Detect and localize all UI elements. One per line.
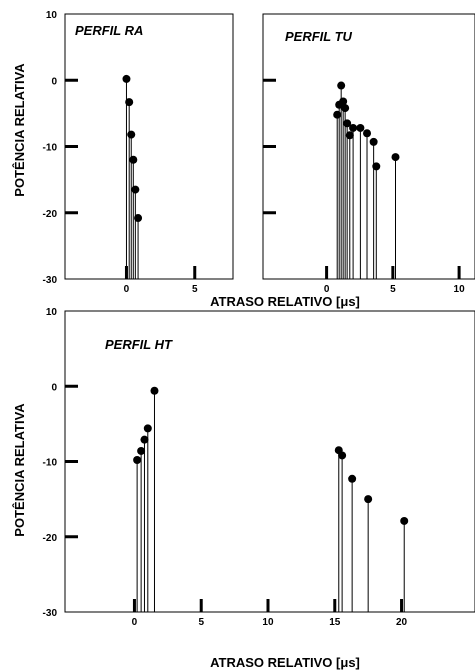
stem-point xyxy=(372,162,381,171)
stem-point xyxy=(391,153,400,162)
stem-point xyxy=(337,81,346,90)
stem-point xyxy=(137,446,146,455)
y-tick-mark xyxy=(65,535,78,539)
y-tick-mark xyxy=(65,78,78,82)
stem-point xyxy=(122,74,131,83)
stem-point xyxy=(134,214,143,223)
y-tick-label: -10 xyxy=(43,458,58,469)
x-tick-mark xyxy=(400,599,404,612)
stem-point xyxy=(400,516,409,525)
x-tick-mark xyxy=(132,599,136,612)
x-tick-label: 5 xyxy=(192,284,198,295)
stem-point xyxy=(343,119,352,128)
y-tick-label: -10 xyxy=(43,143,58,154)
y-tick-mark xyxy=(263,145,276,148)
stem-point xyxy=(349,123,358,132)
stem-point xyxy=(129,155,138,164)
stem-point xyxy=(140,435,149,444)
y-tick-mark xyxy=(65,145,78,148)
x-tick-label: 0 xyxy=(132,617,138,628)
y-tick-label: 10 xyxy=(46,307,58,318)
stem-point xyxy=(364,495,373,504)
x-tick-mark xyxy=(333,599,337,612)
y-tick-label: -20 xyxy=(43,209,58,220)
x-axis-title-bottom: ATRASO RELATIVO [μs] xyxy=(210,655,360,670)
y-tick-mark xyxy=(263,78,276,82)
stem-point xyxy=(333,110,342,119)
stem-point xyxy=(127,130,136,139)
y-tick-mark xyxy=(65,384,78,388)
x-axis-title-top: ATRASO RELATIVO [μs] xyxy=(210,294,360,309)
y-tick-mark xyxy=(65,211,78,215)
panel-ra-frame xyxy=(64,13,234,280)
stem-point xyxy=(150,386,159,395)
panel-tu-frame xyxy=(262,13,475,280)
y-tick-label: -30 xyxy=(43,275,58,286)
x-tick-label: 0 xyxy=(124,284,130,295)
stem-point xyxy=(356,123,365,132)
panel-ht-frame xyxy=(64,310,475,613)
x-tick-label: 15 xyxy=(329,617,341,628)
stem-point xyxy=(348,474,357,483)
y-axis-title-top: POTÊNCIA RELATIVA xyxy=(12,63,27,197)
x-tick-mark xyxy=(325,266,329,279)
y-tick-label: -20 xyxy=(43,533,58,544)
x-tick-mark xyxy=(193,266,197,279)
y-tick-mark xyxy=(65,460,78,463)
y-tick-label: 10 xyxy=(46,10,58,21)
x-tick-mark xyxy=(199,599,203,612)
y-axis-title-bottom: POTÊNCIA RELATIVA xyxy=(12,403,27,537)
x-tick-label: 5 xyxy=(198,617,204,628)
stem-point xyxy=(125,98,134,107)
x-tick-label: 5 xyxy=(390,284,396,295)
panel-tu-title: PERFIL TU xyxy=(285,29,353,44)
x-tick-label: 0 xyxy=(324,284,330,295)
x-tick-mark xyxy=(266,599,270,612)
x-tick-label: 10 xyxy=(262,617,274,628)
y-tick-label: 0 xyxy=(51,382,57,393)
x-tick-mark xyxy=(457,266,461,279)
stem-point xyxy=(341,104,350,113)
y-tick-mark xyxy=(263,211,276,215)
stem-point xyxy=(133,455,142,464)
stem-point xyxy=(143,424,152,433)
y-tick-label: 0 xyxy=(51,76,57,87)
stem-point xyxy=(369,137,378,146)
x-tick-label: 10 xyxy=(454,284,466,295)
stem-point xyxy=(131,185,140,194)
stem-point xyxy=(345,131,354,140)
y-tick-label: -30 xyxy=(43,608,58,619)
stem-point xyxy=(338,451,347,460)
panel-ht-title: PERFIL HT xyxy=(105,337,173,352)
x-tick-label: 20 xyxy=(396,617,408,628)
stem-point xyxy=(363,129,372,138)
stem-point xyxy=(339,97,348,106)
x-tick-mark xyxy=(391,266,395,279)
panel-ra-title: PERFIL RA xyxy=(75,23,143,38)
